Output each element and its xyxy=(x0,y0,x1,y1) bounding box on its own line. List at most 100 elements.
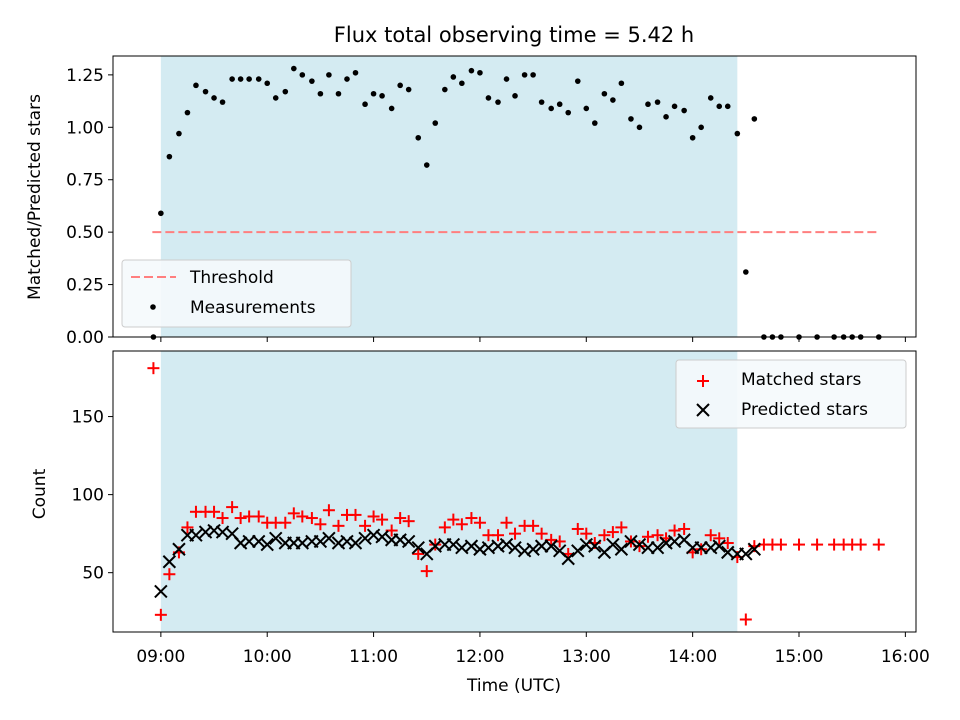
legend-matched-swatch xyxy=(697,375,709,387)
measurement-point xyxy=(423,162,430,168)
top-legend: Threshold Measurements xyxy=(121,259,352,328)
measurement-point xyxy=(219,99,226,105)
measurement-point xyxy=(229,76,235,82)
measurement-point xyxy=(468,67,475,74)
measurement-point xyxy=(459,80,465,87)
measurement-point xyxy=(565,109,572,116)
bottom-panel: 50 100 150 09:00 10:00 11:00 12:00 13:00 14:00 1… xyxy=(30,350,930,696)
matched-star-point xyxy=(793,538,806,551)
measurement-point xyxy=(379,93,385,99)
bottom-legend: Matched stars Predicted stars xyxy=(675,359,907,429)
measurement-point xyxy=(291,65,297,72)
matched-star-point xyxy=(287,507,300,520)
matched-star-point xyxy=(234,512,247,525)
predicted-star-point xyxy=(313,534,328,549)
measurement-point xyxy=(654,99,661,105)
matched-star-point xyxy=(774,538,787,551)
matched-star-point xyxy=(713,532,726,545)
matched-star-point xyxy=(322,504,335,517)
bottom-x-tick-label: 09:00 xyxy=(136,647,185,667)
matched-star-point xyxy=(872,538,885,551)
measurement-point xyxy=(442,86,448,93)
measurement-point xyxy=(397,82,403,89)
measurement-point xyxy=(388,105,395,112)
bottom-y-tick-label: 150 xyxy=(72,408,104,428)
measurement-point xyxy=(176,130,182,137)
legend-measurements-label: Measurements xyxy=(190,298,316,318)
predicted-star-point xyxy=(242,534,256,549)
measurement-point xyxy=(485,95,492,101)
matched-star-point xyxy=(359,519,372,532)
measurement-point xyxy=(166,153,173,160)
measurement-point xyxy=(299,72,306,78)
matched-star-point xyxy=(376,513,389,526)
measurement-point xyxy=(317,90,324,97)
top-y-tick-label: 0.75 xyxy=(66,171,104,191)
matched-star-point xyxy=(651,529,664,542)
matched-star-point xyxy=(438,521,451,534)
bottom-x-tick-label: 15:00 xyxy=(775,647,824,667)
measurement-point xyxy=(734,130,741,137)
bottom-y-ticks: 50 100 150 xyxy=(72,408,113,584)
bottom-x-tick-label: 16:00 xyxy=(881,647,930,667)
predicted-star-point xyxy=(154,584,168,599)
matched-star-point xyxy=(314,518,327,531)
top-chart-title: Flux total observing time = 5.42 h xyxy=(334,23,694,47)
measurement-point xyxy=(671,103,678,110)
predicted-star-point xyxy=(508,540,522,555)
legend-measurements-swatch xyxy=(150,304,156,310)
predicted-star-point xyxy=(534,539,549,553)
legend-threshold-label: Threshold xyxy=(189,268,274,288)
measurement-point xyxy=(574,78,581,84)
measurement-point xyxy=(503,76,510,82)
matched-star-point xyxy=(668,524,681,537)
matched-star-point xyxy=(492,529,505,542)
measurement-point xyxy=(530,72,536,78)
predicted-star-point xyxy=(739,547,753,561)
measurement-point xyxy=(272,95,279,101)
predicted-star-point xyxy=(694,540,708,555)
matched-star-point xyxy=(216,512,229,525)
bottom-x-tick-label: 12:00 xyxy=(455,647,504,667)
measurement-point xyxy=(344,76,350,82)
matched-star-point xyxy=(854,538,867,551)
predicted-star-point xyxy=(260,537,274,552)
measurement-point xyxy=(495,99,501,105)
measurement-point xyxy=(477,69,483,76)
measurement-point xyxy=(309,78,315,84)
measurement-point xyxy=(246,76,252,82)
measurement-point xyxy=(592,120,598,126)
top-axes-frame xyxy=(112,55,917,338)
matched-star-point xyxy=(598,529,611,542)
predicted-star-point xyxy=(358,531,372,546)
bottom-y-axis-label: Count xyxy=(30,468,50,519)
measurement-point xyxy=(645,101,651,108)
predicted-star-point xyxy=(561,551,575,566)
predicted-star-point xyxy=(322,531,336,546)
measurement-point xyxy=(264,80,271,87)
matched-star-point xyxy=(473,516,486,529)
measurement-point xyxy=(751,116,758,122)
predicted-star-point xyxy=(641,540,655,555)
measurement-point xyxy=(370,90,377,97)
matched-star-point xyxy=(147,362,160,375)
predicted-star-point xyxy=(650,540,665,555)
bottom-y-tick-label: 100 xyxy=(72,486,104,506)
matched-star-point xyxy=(394,512,407,525)
bottom-x-tick-label: 14:00 xyxy=(668,647,717,667)
predicted-star-point xyxy=(614,542,629,556)
measurement-point xyxy=(521,72,528,78)
matched-star-point xyxy=(527,519,540,532)
matched-star-point xyxy=(678,522,691,535)
matched-star-point xyxy=(429,538,442,551)
matched-star-point xyxy=(296,510,309,523)
predicted-star-point xyxy=(624,534,638,549)
matched-star-point xyxy=(181,521,194,534)
measurement-point xyxy=(583,105,590,112)
bottom-x-tick-label: 11:00 xyxy=(349,647,398,667)
matched-star-point xyxy=(500,516,513,529)
bottom-x-tick-label: 10:00 xyxy=(243,647,292,667)
measurement-point xyxy=(362,101,368,108)
top-y-tick-label: 1.00 xyxy=(66,118,104,138)
measurement-point xyxy=(282,88,289,95)
